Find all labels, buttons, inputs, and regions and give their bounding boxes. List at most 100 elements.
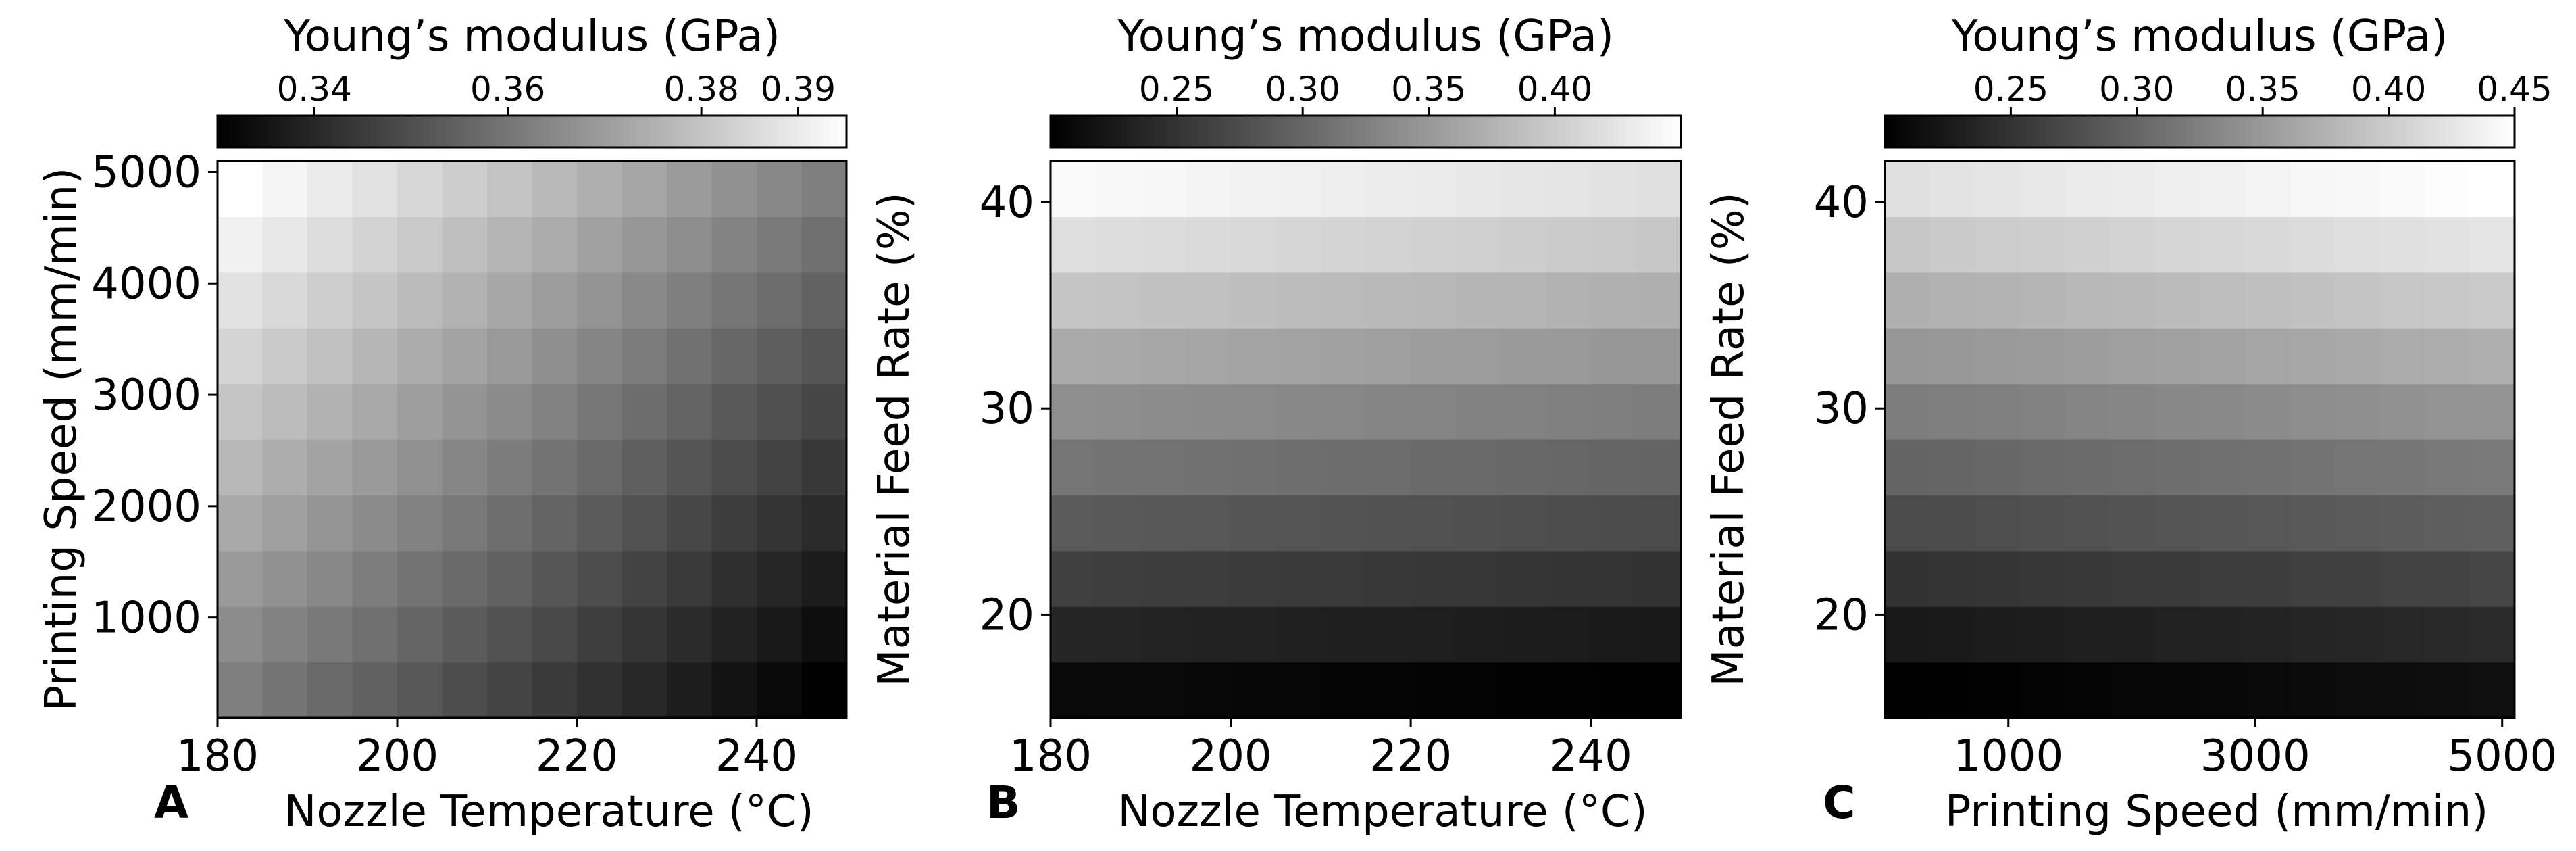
heatmap-cell	[1590, 550, 1636, 607]
x-tick-label: 240	[1550, 731, 1632, 781]
heatmap-cell	[1500, 495, 1546, 552]
x-tick-label: 180	[176, 731, 259, 781]
heatmap-cell	[667, 216, 713, 273]
heatmap-cell	[1095, 383, 1141, 440]
heatmap-cell	[1411, 216, 1457, 273]
heatmap-cell	[218, 439, 263, 495]
panel-letter: B	[986, 777, 1020, 829]
heatmap-cell	[1885, 495, 1931, 552]
heatmap-cell	[1320, 606, 1367, 663]
heatmap-cell	[667, 662, 713, 719]
heatmap-cell	[2290, 161, 2335, 217]
heatmap-cell	[2424, 161, 2471, 217]
heatmap-cell	[622, 606, 667, 663]
heatmap-cell	[2154, 216, 2200, 273]
heatmap-cell	[2334, 383, 2380, 440]
heatmap-cell	[1276, 328, 1321, 385]
heatmap-cell	[1929, 328, 1975, 385]
heatmap-cell	[1636, 439, 1682, 495]
heatmap-cell	[218, 216, 263, 273]
heatmap-cell	[2065, 383, 2111, 440]
heatmap-cell	[397, 439, 443, 495]
heatmap-cell	[1929, 662, 1975, 719]
heatmap-cell	[307, 328, 353, 385]
heatmap-cell	[1095, 161, 1141, 217]
heatmap-cell	[2379, 216, 2425, 273]
heatmap-cell	[487, 606, 533, 663]
heatmap-cell	[1095, 272, 1141, 329]
heatmap-cell	[577, 383, 623, 440]
heatmap-cell	[2424, 216, 2471, 273]
heatmap-cell	[2154, 439, 2200, 495]
heatmap-cell	[352, 272, 398, 329]
heatmap-cell	[757, 216, 803, 273]
heatmap-cell	[2154, 662, 2200, 719]
heatmap-cell	[667, 272, 713, 329]
heatmap-cell	[2379, 606, 2425, 663]
heatmap-cell	[1185, 161, 1232, 217]
heatmap-cell	[218, 606, 263, 663]
heatmap-cell	[1455, 606, 1502, 663]
heatmap-cell	[2379, 328, 2425, 385]
heatmap-cell	[801, 383, 847, 440]
heatmap-cell	[2065, 606, 2111, 663]
heatmap-cell	[667, 439, 713, 495]
heatmap-cell	[2469, 662, 2515, 719]
heatmap-cell	[801, 216, 847, 273]
heatmap-cell	[1051, 439, 1096, 495]
heatmap-cell	[2109, 161, 2156, 217]
heatmap-cell	[622, 383, 667, 440]
panel-letter: C	[1823, 777, 1855, 829]
heatmap-cell	[1140, 550, 1186, 607]
heatmap-cell	[622, 550, 667, 607]
heatmap-cell	[667, 383, 713, 440]
heatmap-cell	[2424, 550, 2471, 607]
panels-group: 180 200 220 240 1000 2000 3000 4000 5000 Nozzle T…	[36, 11, 2557, 837]
heatmap-cell	[2019, 662, 2065, 719]
heatmap-cell	[1185, 216, 1232, 273]
heatmap-cell	[2379, 272, 2425, 329]
heatmap-cell	[2379, 439, 2425, 495]
heatmap-cell	[2109, 383, 2156, 440]
heatmap-cell	[1320, 328, 1367, 385]
y-tick-label: 40	[1814, 178, 1869, 228]
heatmap-cell	[667, 161, 713, 217]
heatmap-cell	[1590, 383, 1636, 440]
heatmap-cell	[1500, 272, 1546, 329]
x-tick-label: 200	[356, 731, 438, 781]
heatmap-cell	[1320, 662, 1367, 719]
heatmap-cell	[577, 495, 623, 552]
heatmap-cell	[2379, 662, 2425, 719]
heatmap-cell	[1546, 161, 1592, 217]
x-tick-label: 3000	[2200, 731, 2310, 781]
heatmap-cell	[2154, 495, 2200, 552]
heatmap-cell	[1365, 216, 1411, 273]
heatmap-cell	[2199, 550, 2246, 607]
heatmap-cell	[1975, 383, 2021, 440]
heatmap-cell	[1185, 662, 1232, 719]
heatmap-cell	[622, 272, 667, 329]
heatmap-cell	[577, 606, 623, 663]
heatmap-cell	[1140, 439, 1186, 495]
heatmap-cell	[2065, 328, 2111, 385]
heatmap-cell	[1500, 161, 1546, 217]
heatmap-cell	[1365, 328, 1411, 385]
heatmap-cell	[2065, 439, 2111, 495]
heatmap-cell	[2424, 495, 2471, 552]
x-axis-label: Printing Speed (mm/min)	[1945, 787, 2488, 837]
heatmap-cell	[1051, 161, 1096, 217]
panel-b: 180 200 220 240 20 30 40 Nozzle Temperature (°C…	[869, 11, 1682, 837]
heatmap-cell	[2424, 439, 2471, 495]
heatmap-cell	[442, 550, 488, 607]
heatmap-cell	[1051, 216, 1096, 273]
heatmap-cell	[2154, 272, 2200, 329]
heatmap-cell	[352, 439, 398, 495]
heatmap-cell	[1095, 216, 1141, 273]
heatmap-cell	[1455, 662, 1502, 719]
heatmap-cell	[1455, 216, 1502, 273]
heatmap-cell	[622, 439, 667, 495]
heatmap-cell	[532, 383, 578, 440]
heatmap-cell	[352, 328, 398, 385]
heatmap-cell	[1590, 272, 1636, 329]
heatmap-cell	[307, 550, 353, 607]
